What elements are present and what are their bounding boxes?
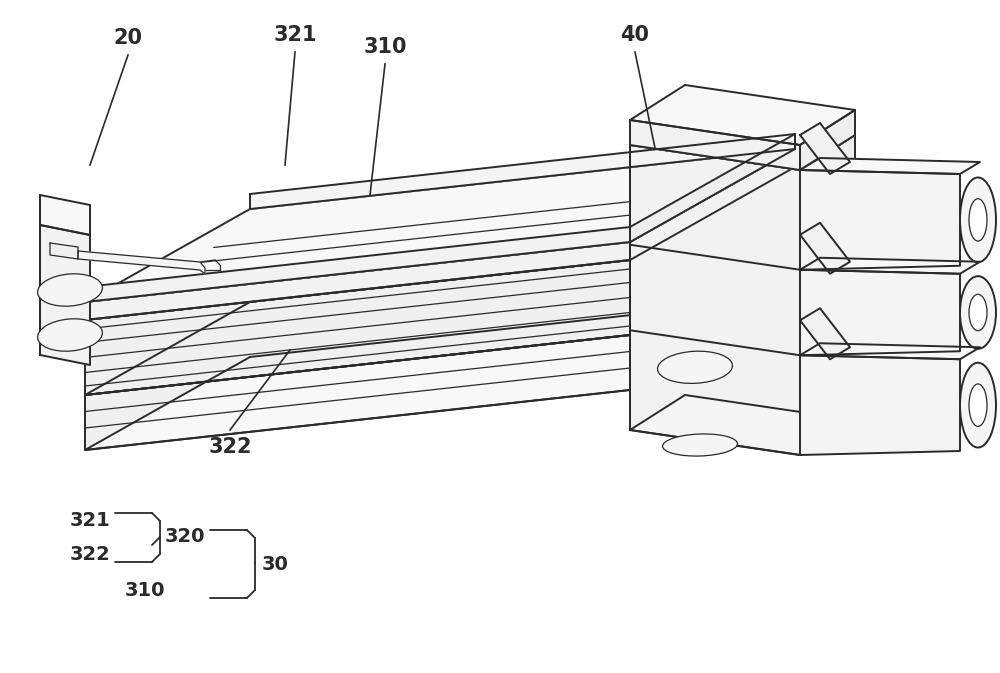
Polygon shape — [630, 167, 795, 335]
Ellipse shape — [663, 434, 737, 456]
Text: 30: 30 — [262, 555, 288, 575]
Polygon shape — [800, 135, 855, 455]
Polygon shape — [800, 170, 960, 270]
Polygon shape — [800, 123, 850, 174]
Text: 20: 20 — [114, 28, 143, 48]
Text: 310: 310 — [125, 581, 165, 600]
Polygon shape — [630, 85, 855, 145]
Polygon shape — [85, 242, 795, 395]
Text: 310: 310 — [363, 37, 407, 57]
Text: 322: 322 — [208, 437, 252, 457]
Text: 40: 40 — [620, 25, 650, 45]
Polygon shape — [85, 227, 630, 302]
Polygon shape — [630, 242, 795, 390]
Polygon shape — [85, 297, 795, 450]
Ellipse shape — [969, 294, 987, 330]
Ellipse shape — [38, 319, 102, 351]
Ellipse shape — [960, 363, 996, 448]
Polygon shape — [800, 308, 850, 359]
Polygon shape — [630, 395, 855, 455]
Polygon shape — [630, 120, 800, 170]
Polygon shape — [630, 149, 795, 260]
Polygon shape — [250, 134, 795, 209]
Polygon shape — [800, 270, 960, 355]
Ellipse shape — [38, 274, 102, 306]
Polygon shape — [800, 258, 980, 274]
Polygon shape — [85, 335, 630, 450]
Polygon shape — [85, 167, 795, 320]
Polygon shape — [78, 251, 205, 274]
Text: 321: 321 — [273, 25, 317, 45]
Polygon shape — [630, 134, 795, 242]
Text: 322: 322 — [70, 546, 110, 565]
Text: 321: 321 — [70, 511, 110, 530]
Polygon shape — [40, 225, 90, 365]
Text: 320: 320 — [165, 528, 205, 546]
Polygon shape — [800, 158, 980, 174]
Polygon shape — [800, 110, 855, 170]
Polygon shape — [50, 243, 78, 259]
Ellipse shape — [658, 351, 732, 384]
Ellipse shape — [969, 384, 987, 426]
Polygon shape — [85, 260, 630, 395]
Polygon shape — [85, 242, 630, 320]
Polygon shape — [630, 145, 800, 455]
Ellipse shape — [969, 199, 987, 241]
Polygon shape — [630, 110, 855, 170]
Polygon shape — [40, 195, 90, 235]
Ellipse shape — [960, 276, 996, 349]
Polygon shape — [85, 149, 795, 302]
Ellipse shape — [960, 178, 996, 262]
Polygon shape — [800, 343, 980, 359]
Polygon shape — [800, 355, 960, 455]
Polygon shape — [800, 223, 850, 274]
